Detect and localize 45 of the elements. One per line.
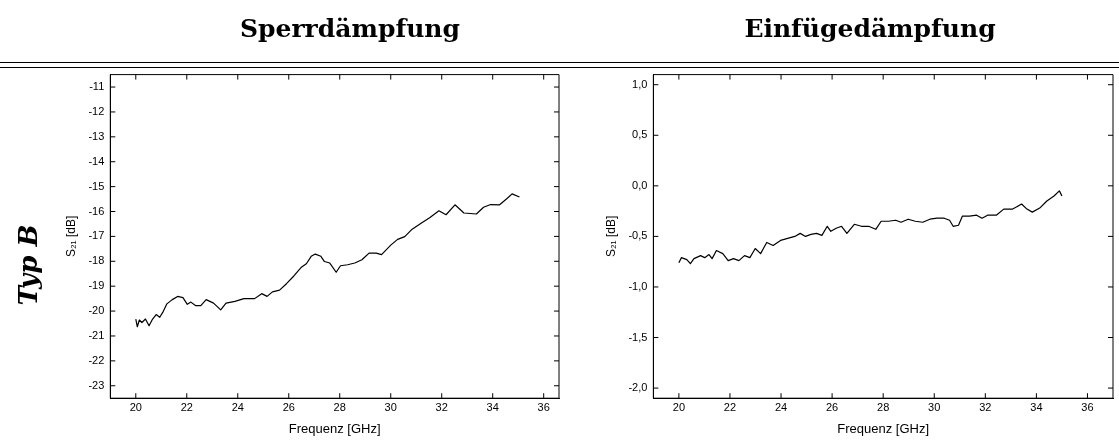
x-tick-label: 26 <box>825 400 839 413</box>
y-axis-title: S₂₁ [dB] <box>603 215 618 258</box>
y-tick-label: -22 <box>88 353 105 366</box>
y-tick-label: 1,0 <box>632 77 648 90</box>
chart-title: Einfügedämpfung <box>743 14 997 43</box>
chart-title: Sperrdämpfung <box>239 14 461 43</box>
x-tick-label: 32 <box>979 400 992 413</box>
y-axis-title: S₂₁ [dB] <box>63 215 78 258</box>
y-tick-label: -15 <box>88 179 105 192</box>
x-tick-label: 20 <box>672 400 686 413</box>
y-tick-label: -14 <box>88 154 105 167</box>
x-axis-title: Frequenz [GHz] <box>288 420 381 436</box>
x-tick-label: 28 <box>333 400 346 413</box>
y-tick-label: -1,5 <box>628 330 648 343</box>
x-tick-label: 34 <box>1030 400 1043 413</box>
y-tick-label: -20 <box>88 304 105 317</box>
x-tick-label: 28 <box>877 400 890 413</box>
y-tick-label: -18 <box>88 254 105 267</box>
y-tick-label: -1,0 <box>628 279 648 292</box>
x-tick-label: 34 <box>486 400 499 413</box>
y-tick-label: -0,5 <box>628 229 648 242</box>
x-tick-label: 30 <box>384 400 397 413</box>
y-tick-label: 0,5 <box>632 128 648 141</box>
y-tick-label: -2,0 <box>628 381 648 394</box>
text: Typ B <box>13 224 44 306</box>
y-tick-label: -21 <box>88 329 105 341</box>
y-tick-label: 0,0 <box>632 178 648 191</box>
x-tick-label: 24 <box>774 400 788 413</box>
x-tick-label: 22 <box>723 400 737 413</box>
y-tick-label: -19 <box>88 279 105 292</box>
x-tick-label: 24 <box>231 400 244 413</box>
x-axis-title: Frequenz [GHz] <box>837 420 930 436</box>
y-tick-label: -17 <box>88 229 105 242</box>
x-tick-label: 30 <box>928 400 941 413</box>
x-tick-label: 32 <box>435 400 448 413</box>
x-tick-label: 22 <box>180 400 193 413</box>
x-tick-label: 26 <box>282 400 295 413</box>
y-tick-label: -12 <box>88 104 105 117</box>
y-tick-label: -23 <box>88 378 105 391</box>
y-tick-label: -16 <box>88 204 105 217</box>
x-tick-label: 36 <box>537 400 550 413</box>
x-tick-label: 36 <box>1081 400 1094 413</box>
y-tick-label: -11 <box>89 80 105 93</box>
x-tick-label: 20 <box>129 400 142 413</box>
y-tick-label: -13 <box>88 129 105 142</box>
